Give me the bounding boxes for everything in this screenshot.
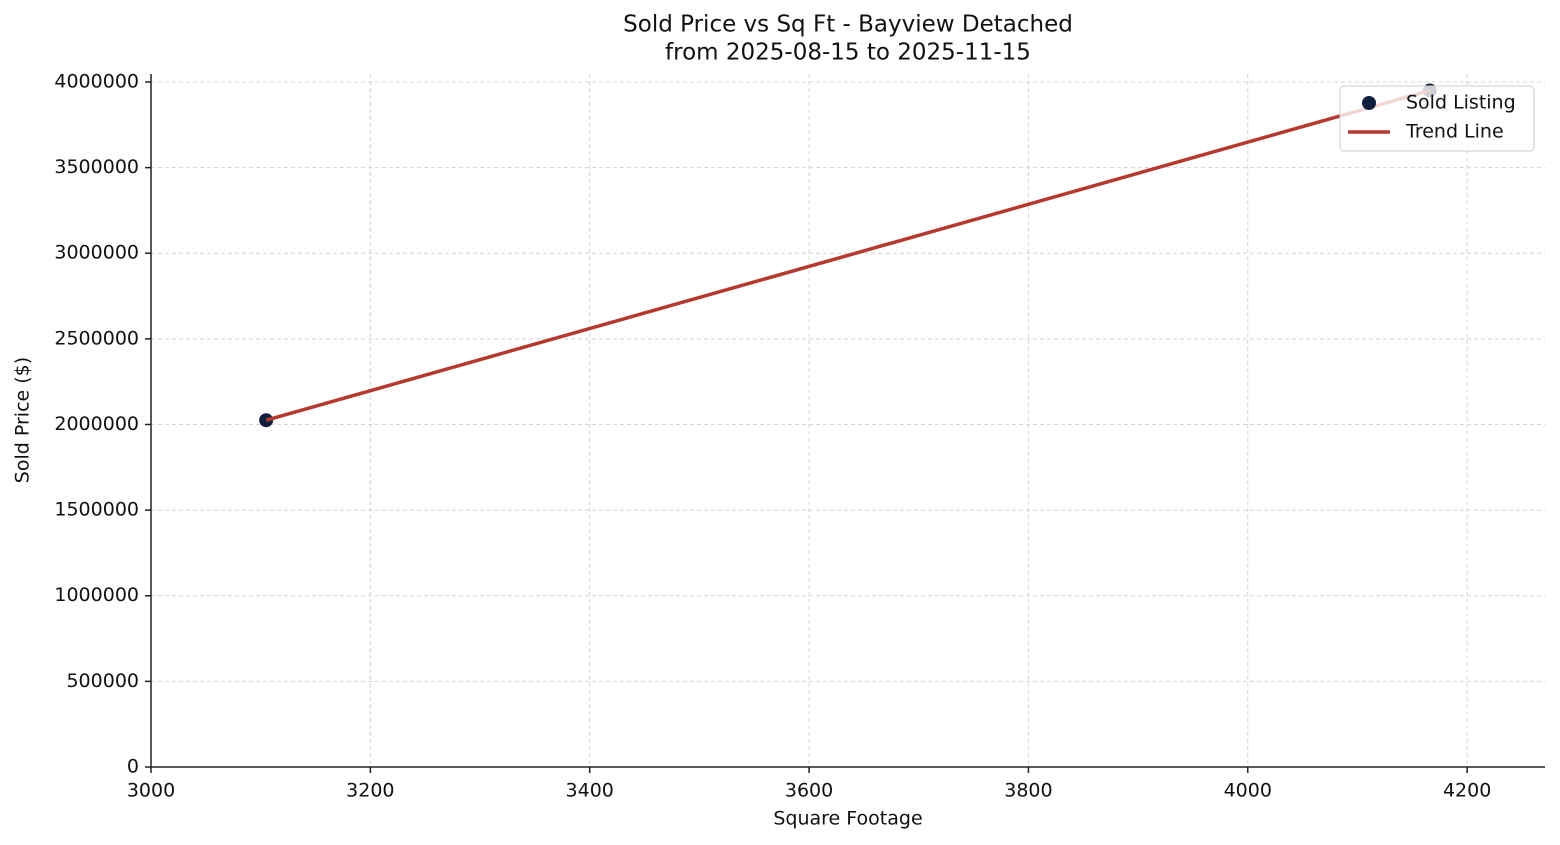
x-tick-label: 3000 <box>127 780 175 802</box>
legend: Sold Listing Trend Line <box>1339 85 1535 152</box>
x-tick-label: 3600 <box>785 780 833 802</box>
legend-marker <box>1362 96 1376 110</box>
y-tick-label: 2500000 <box>54 327 139 349</box>
y-tick-label: 500000 <box>66 670 139 692</box>
y-tick-label: 0 <box>127 756 139 778</box>
y-axis-label: Sold Price ($) <box>12 357 34 483</box>
x-tick-label: 3400 <box>566 780 614 802</box>
chart-subtitle: from 2025-08-15 to 2025-11-15 <box>665 40 1031 66</box>
chart-title: Sold Price vs Sq Ft - Bayview Detached <box>623 12 1073 38</box>
legend-label: Trend Line <box>1405 121 1504 143</box>
y-tick-label: 3000000 <box>54 242 139 264</box>
x-axis-label: Square Footage <box>773 808 922 830</box>
y-tick-label: 3500000 <box>54 156 139 178</box>
y-tick-label: 1500000 <box>54 499 139 521</box>
y-tick-label: 4000000 <box>54 70 139 92</box>
legend-box <box>1339 85 1535 152</box>
x-tick-label: 3800 <box>1004 780 1052 802</box>
y-tick-label: 2000000 <box>54 413 139 435</box>
y-tick-label: 1000000 <box>54 584 139 606</box>
legend-label: Sold Listing <box>1406 92 1516 114</box>
x-tick-label: 3200 <box>346 780 394 802</box>
trend-line <box>265 88 1431 422</box>
x-tick-label: 4200 <box>1443 780 1491 802</box>
x-tick-label: 4000 <box>1224 780 1272 802</box>
